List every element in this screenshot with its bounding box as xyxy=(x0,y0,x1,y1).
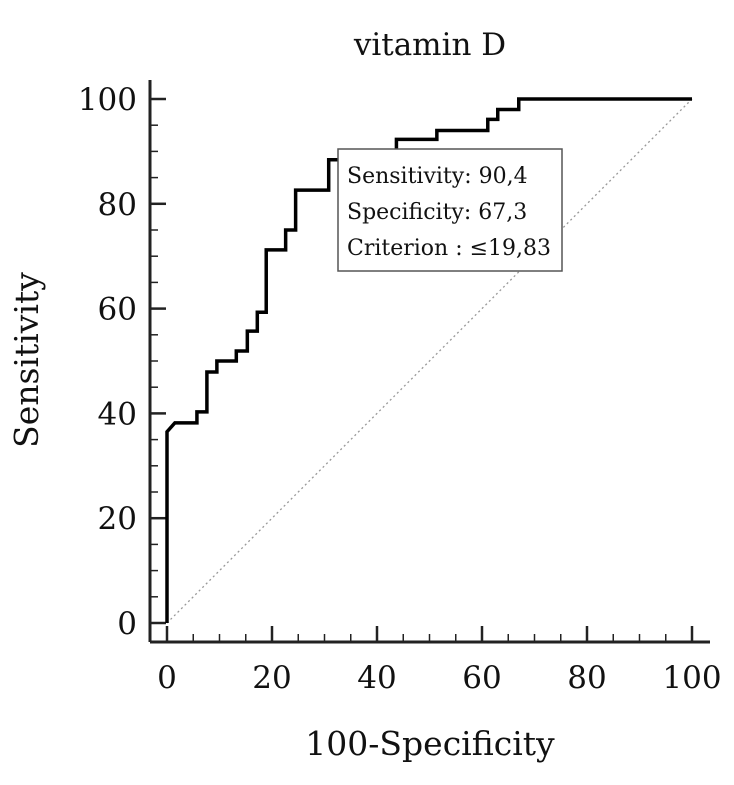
y-tick-label: 40 xyxy=(98,396,137,432)
axes: 0 20 40 60 80 100 0 20 40 60 80 100 xyxy=(78,80,722,696)
chart-title: vitamin D xyxy=(353,27,506,63)
x-tick-label: 60 xyxy=(462,660,501,696)
x-tick-label: 100 xyxy=(662,660,721,696)
y-tick-label: 20 xyxy=(98,501,137,537)
plot-area xyxy=(165,97,693,624)
annotation-line: Specificity: 67,3 xyxy=(347,200,527,225)
roc-curve xyxy=(165,97,692,623)
annotation-line: Criterion : ≤19,83 xyxy=(347,236,551,261)
y-tick-label: 80 xyxy=(98,187,137,223)
x-tick-label: 40 xyxy=(357,660,396,696)
criterion-annotation: Sensitivity: 90,4 Specificity: 67,3 Criter… xyxy=(337,148,563,272)
y-tick-label: 60 xyxy=(98,292,137,328)
x-tick-label: 80 xyxy=(567,660,606,696)
reference-diagonal xyxy=(166,98,693,624)
annotation-box xyxy=(337,148,563,272)
x-tick-label: 0 xyxy=(157,660,177,696)
x-tick-label: 20 xyxy=(252,660,291,696)
y-tick-label: 0 xyxy=(117,606,137,642)
y-tick-label: 100 xyxy=(78,82,137,118)
y-axis-label: Sensitivity xyxy=(7,272,46,448)
annotation-line: Sensitivity: 90,4 xyxy=(347,164,528,189)
x-axis-label: 100-Specificity xyxy=(305,724,555,763)
